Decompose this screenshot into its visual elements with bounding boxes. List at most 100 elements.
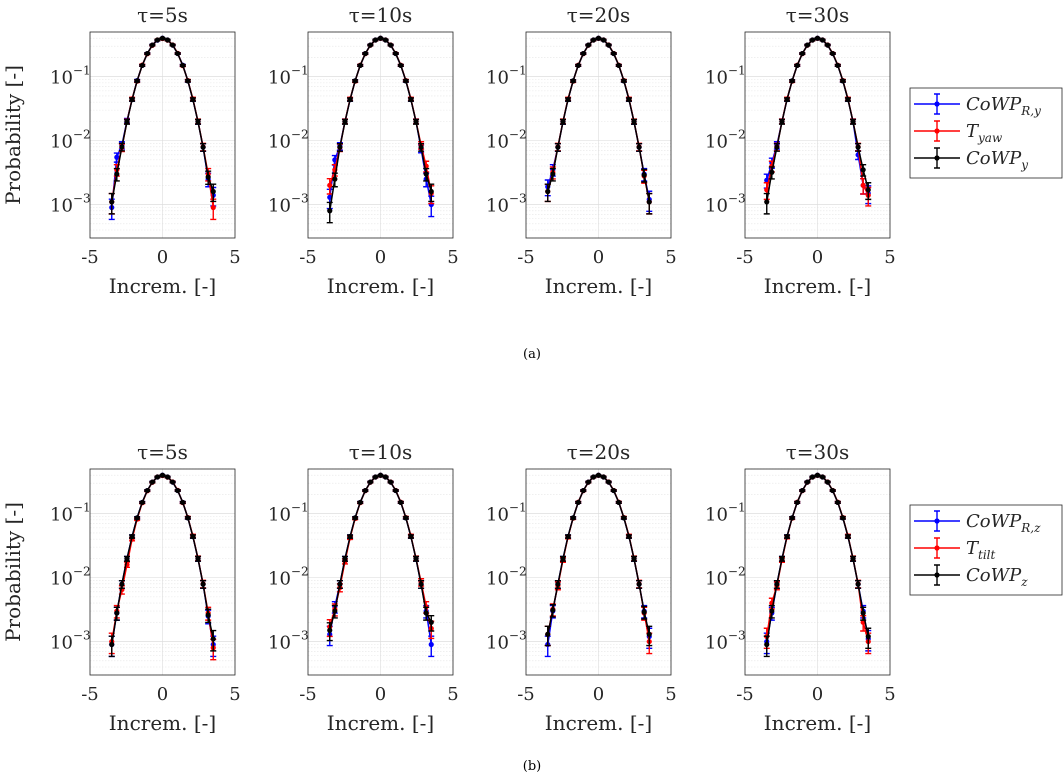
data-point xyxy=(570,515,576,521)
caption-b: (b) xyxy=(523,759,541,774)
data-point xyxy=(794,62,800,69)
data-point xyxy=(565,96,571,103)
data-point xyxy=(626,533,632,540)
x-axis-label: Increm. [-] xyxy=(545,274,652,298)
x-tick-label: 5 xyxy=(229,247,240,268)
x-tick-label: 0 xyxy=(812,247,823,268)
data-point xyxy=(423,610,429,616)
y-tick-label: 10−2 xyxy=(268,565,309,590)
x-axis-label: Increm. [-] xyxy=(109,711,216,735)
data-point xyxy=(779,556,785,562)
data-point xyxy=(769,169,775,175)
data-point xyxy=(784,96,790,103)
x-axis-label: Increm. [-] xyxy=(545,711,652,735)
x-tick-label: -5 xyxy=(299,247,317,268)
data-point xyxy=(362,50,368,57)
data-point xyxy=(819,37,826,43)
data-point xyxy=(139,62,145,69)
data-point xyxy=(129,96,135,103)
legend-label: CoWPy xyxy=(966,148,1028,172)
data-point xyxy=(616,499,622,506)
data-point xyxy=(814,35,821,41)
data-point xyxy=(388,42,394,48)
data-point xyxy=(814,472,821,478)
y-tick-label: 10−3 xyxy=(486,192,527,217)
data-point xyxy=(590,474,597,480)
x-tick-label: -5 xyxy=(81,684,99,705)
data-point xyxy=(809,37,816,43)
y-tick-label: 10−1 xyxy=(486,64,527,89)
data-point xyxy=(154,37,161,43)
data-point xyxy=(332,176,338,182)
data-point xyxy=(200,144,206,150)
data-point xyxy=(636,581,642,587)
y-tick-label: 10−3 xyxy=(50,192,91,217)
data-point xyxy=(595,35,602,41)
subplot-title: τ=30s xyxy=(786,3,850,27)
data-point xyxy=(835,62,841,69)
data-point xyxy=(631,119,637,125)
data-point xyxy=(180,62,186,69)
data-point xyxy=(408,533,414,540)
x-tick-label: 5 xyxy=(229,684,240,705)
data-point xyxy=(585,479,591,485)
data-point xyxy=(367,479,373,485)
x-tick-label: 0 xyxy=(593,247,604,268)
x-axis-label: Increm. [-] xyxy=(764,274,871,298)
x-tick-label: 5 xyxy=(665,684,676,705)
axes-box xyxy=(307,468,454,676)
y-axis-label: Probability [-] xyxy=(1,502,25,642)
data-point xyxy=(580,487,586,494)
y-tick-label: 10−1 xyxy=(705,501,746,526)
x-tick-label: -5 xyxy=(736,684,754,705)
data-point xyxy=(377,472,384,478)
data-point xyxy=(337,144,343,150)
data-point xyxy=(195,119,201,125)
x-tick-label: 5 xyxy=(884,684,895,705)
subplot-title: τ=20s xyxy=(567,440,631,464)
data-point xyxy=(764,199,770,205)
data-point xyxy=(403,515,409,521)
data-point xyxy=(774,581,780,587)
data-point xyxy=(845,96,851,103)
data-point xyxy=(139,499,145,506)
data-point xyxy=(830,50,836,57)
data-point xyxy=(413,556,419,562)
y-tick-label: 10−1 xyxy=(50,64,91,89)
data-point xyxy=(185,515,191,521)
x-tick-label: -5 xyxy=(299,684,317,705)
data-point xyxy=(646,199,652,205)
data-point xyxy=(860,182,866,188)
data-point xyxy=(114,610,120,616)
data-point xyxy=(367,42,373,48)
data-point xyxy=(327,627,333,633)
data-point xyxy=(621,515,627,521)
legend-marker-icon xyxy=(934,518,940,524)
data-point xyxy=(830,487,836,494)
data-point xyxy=(585,42,591,48)
y-tick-label: 10−2 xyxy=(50,128,91,153)
data-point xyxy=(799,487,805,494)
data-point xyxy=(388,479,394,485)
y-tick-label: 10−2 xyxy=(705,128,746,153)
y-tick-label: 10−3 xyxy=(705,192,746,217)
data-point xyxy=(175,50,181,57)
data-point xyxy=(774,144,780,150)
legend-marker-icon xyxy=(934,572,940,578)
data-point xyxy=(170,42,176,48)
data-point xyxy=(362,487,368,494)
data-point xyxy=(210,188,216,195)
data-point xyxy=(119,144,125,150)
subplot-title: τ=30s xyxy=(786,440,850,464)
data-point xyxy=(372,474,379,480)
data-point xyxy=(149,479,155,485)
data-point xyxy=(580,50,586,57)
data-point xyxy=(600,37,607,43)
data-point xyxy=(794,499,800,506)
data-point xyxy=(190,533,196,540)
subplot: -5 0 5 10−1 10−2 10−3 τ=5s Increm. [-] Probabili… xyxy=(1,3,241,298)
x-axis-label: Increm. [-] xyxy=(764,711,871,735)
data-point xyxy=(398,62,404,69)
x-tick-label: 0 xyxy=(157,684,168,705)
data-point xyxy=(357,62,363,69)
